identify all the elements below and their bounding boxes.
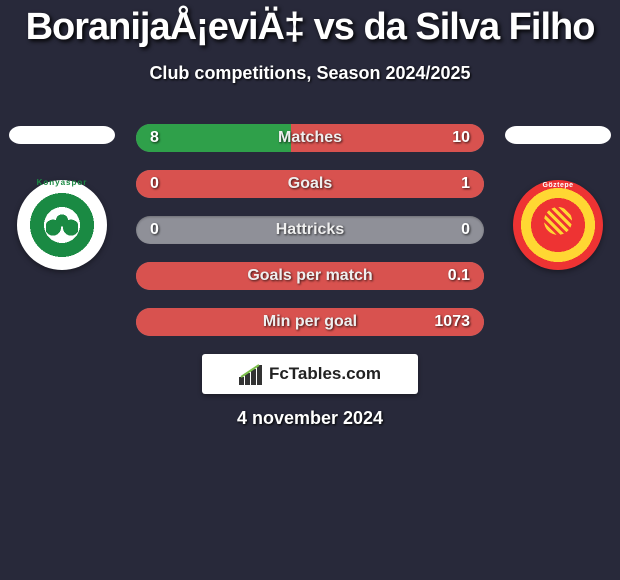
stat-bar-value-left: 0 <box>150 170 159 198</box>
stat-bar: Min per goal1073 <box>136 308 484 336</box>
stat-bar-value-right: 1 <box>461 170 470 198</box>
right-player-column: Göztepe <box>500 126 616 270</box>
brand-text: FcTables.com <box>269 364 381 384</box>
stat-bar-value-right: 0.1 <box>448 262 470 290</box>
club-badge-right-label: Göztepe <box>513 182 603 189</box>
stat-bar-label: Goals per match <box>136 262 484 290</box>
brand-badge: FcTables.com <box>202 354 418 394</box>
club-badge-right: Göztepe <box>513 180 603 270</box>
stat-bar: Goals0 1 <box>136 170 484 198</box>
stat-bar-value-left: 8 <box>150 124 159 152</box>
stat-bar: Goals per match0.1 <box>136 262 484 290</box>
stat-bar-label: Hattricks <box>136 216 484 244</box>
stats-bar-list: Matches810Goals01Hattricks00Goals per ma… <box>136 124 484 354</box>
player-left-avatar-pill <box>9 126 115 144</box>
page-subtitle: Club competitions, Season 2024/2025 <box>0 63 620 84</box>
stat-bar: Matches8 10 <box>136 124 484 152</box>
stat-bar-value-right: 0 <box>461 216 470 244</box>
club-badge-left: Konyaspor <box>17 180 107 270</box>
left-player-column: Konyaspor <box>4 126 120 270</box>
page-title: BoranijaÅ¡eviÄ‡ vs da Silva Filho <box>0 0 620 49</box>
stat-bar-label: Matches <box>136 124 484 152</box>
footer-date: 4 november 2024 <box>0 408 620 429</box>
club-badge-left-label: Konyaspor <box>17 178 107 187</box>
stat-bar: Hattricks0 0 <box>136 216 484 244</box>
stat-bar-value-right: 1073 <box>434 308 470 336</box>
player-right-avatar-pill <box>505 126 611 144</box>
stat-bar-label: Min per goal <box>136 308 484 336</box>
brand-chart-icon <box>239 363 263 385</box>
stat-bar-value-left: 0 <box>150 216 159 244</box>
stat-bar-label: Goals <box>136 170 484 198</box>
stat-bar-value-right: 10 <box>452 124 470 152</box>
